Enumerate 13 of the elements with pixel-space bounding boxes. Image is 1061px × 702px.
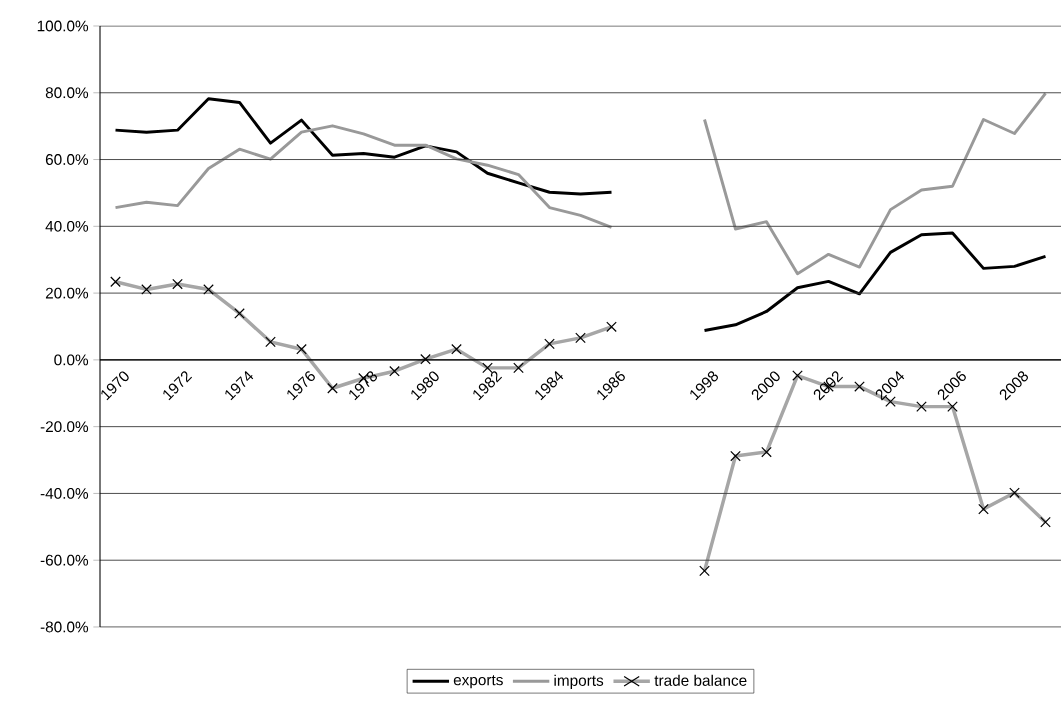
- y-tick-label: 80.0%: [45, 87, 89, 99]
- y-tick-label: -80.0%: [40, 621, 89, 633]
- legend-label: trade balance: [654, 674, 747, 686]
- y-tick-label: -60.0%: [40, 554, 89, 566]
- y-tick-label: -20.0%: [40, 421, 89, 433]
- y-tick-label: 20.0%: [45, 287, 89, 299]
- y-tick-label: 100.0%: [37, 20, 89, 32]
- y-tick-label: 0.0%: [54, 354, 89, 366]
- y-tick-label: 60.0%: [45, 154, 89, 165]
- y-tick-label: 40.0%: [45, 220, 89, 232]
- y-tick-label: -40.0%: [40, 488, 89, 499]
- legend-label: exports: [453, 675, 503, 689]
- legend-label: imports: [554, 674, 604, 689]
